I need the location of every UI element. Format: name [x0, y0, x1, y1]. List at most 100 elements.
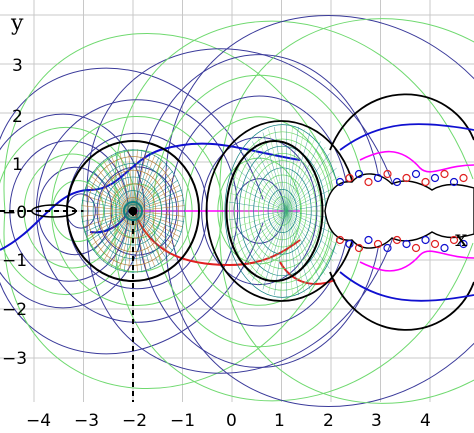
fractal-bulb	[411, 243, 421, 253]
outer-level-curve	[164, 210, 474, 407]
mesh-radial	[228, 201, 287, 212]
radial-mesh-line	[133, 215, 143, 273]
magenta-boundary-curve	[359, 150, 474, 173]
mesh-radial	[286, 126, 299, 212]
radial-mesh-line	[123, 215, 133, 273]
x-tick-label: −3	[74, 411, 99, 431]
fractal-bulb	[373, 239, 383, 249]
radial-mesh-line	[134, 215, 152, 270]
mesh-radial	[286, 141, 321, 212]
radial-mesh-line	[102, 160, 131, 208]
mesh-radial	[228, 210, 287, 221]
y-tick-label: 1	[12, 155, 23, 175]
fractal-bulb	[364, 235, 373, 245]
radial-mesh-line	[119, 215, 132, 271]
fractal-bulb	[449, 235, 459, 245]
fractal-bulb	[421, 177, 430, 187]
mesh-radial	[233, 210, 287, 247]
outer-level-curve	[3, 33, 346, 212]
mesh-radial	[286, 210, 321, 281]
mesh-radial	[286, 160, 334, 212]
fractal-bulb	[449, 177, 459, 187]
fractal-bulb	[459, 173, 468, 183]
mesh-radial	[286, 210, 342, 238]
mesh-radial	[286, 210, 316, 286]
mesh-radial	[247, 210, 287, 276]
marked-point	[0, 201, 143, 402]
mesh-radial	[286, 210, 293, 297]
mesh-radial	[229, 192, 287, 212]
mesh-radial	[280, 210, 287, 297]
blue-field-curve	[339, 271, 474, 302]
dense-mesh	[66, 124, 345, 298]
fractal-bulb	[335, 177, 345, 187]
mesh-radial	[286, 210, 334, 262]
radial-mesh-line	[133, 149, 143, 207]
fractal-bulb	[335, 235, 345, 245]
mesh-radial	[236, 210, 287, 255]
radial-mesh-ring	[127, 203, 140, 219]
mesh-radial	[233, 175, 287, 212]
left-small-loop	[31, 204, 77, 218]
fractal-bulb	[392, 235, 402, 245]
y-tick-label: −1	[2, 251, 27, 271]
radial-mesh-line	[134, 215, 156, 268]
x-tick-label: 4	[420, 411, 431, 431]
radial-mesh-line	[106, 215, 131, 265]
fractal-bulb	[440, 243, 449, 253]
fractal-bulb	[402, 173, 411, 183]
radial-mesh-line	[128, 215, 133, 273]
fractal-boundary	[324, 169, 474, 253]
fractal-bulb	[383, 243, 392, 253]
mesh-radial	[239, 210, 287, 262]
y-tick-label: 2	[12, 107, 23, 127]
mesh-radial	[262, 132, 287, 212]
radial-mesh-line	[128, 149, 133, 207]
mesh-radial	[268, 129, 287, 212]
mesh-radial	[286, 210, 326, 276]
x-tick-label: 1	[274, 411, 285, 431]
mesh-radial	[257, 210, 287, 286]
marked-point-dot	[128, 206, 138, 216]
marked-point-ring	[123, 201, 143, 221]
radial-mesh-line	[114, 215, 132, 270]
fractal-bulb	[373, 173, 383, 183]
mesh-radial	[243, 210, 287, 269]
fractal-interior	[324, 173, 474, 249]
x-axis-label: x	[455, 227, 468, 252]
x-tick-label: 2	[323, 411, 334, 431]
y-tick-label: −3	[2, 349, 27, 369]
fractal-bulb	[402, 239, 411, 249]
mesh-radial	[243, 153, 287, 212]
outer-level-curve	[86, 210, 395, 374]
radial-mesh-line	[134, 215, 147, 271]
mesh-radial	[239, 160, 287, 212]
outer-level-curve	[0, 67, 264, 200]
mesh-radial	[286, 184, 342, 212]
x-tick-label: 0	[226, 411, 237, 431]
y-tick-label: −0	[2, 203, 27, 223]
mesh-radial	[286, 132, 311, 212]
radial-mesh-line	[135, 157, 160, 207]
radial-mesh-line	[135, 215, 160, 265]
fractal-bulb	[421, 235, 430, 245]
outer-level-curve	[0, 222, 264, 355]
mesh-radial	[286, 210, 305, 293]
radial-mesh-line	[123, 149, 133, 207]
radial-mesh-line	[110, 215, 132, 268]
outer-level-curve	[164, 15, 474, 212]
radial-mesh-line	[133, 215, 138, 273]
mesh-radial	[262, 210, 287, 290]
fractal-bulb	[459, 239, 468, 249]
radial-mesh-line	[114, 152, 132, 207]
black-level-curve	[329, 93, 474, 151]
fractal-bulb	[345, 239, 354, 249]
y-axis-label: y	[10, 11, 24, 36]
fractal-bulb	[430, 173, 440, 183]
fractal-bulb	[440, 169, 449, 179]
blue-field-curve	[0, 142, 301, 251]
outer-level-curve	[114, 210, 474, 402]
mesh-radial	[229, 210, 287, 230]
mesh-radial	[257, 136, 287, 212]
